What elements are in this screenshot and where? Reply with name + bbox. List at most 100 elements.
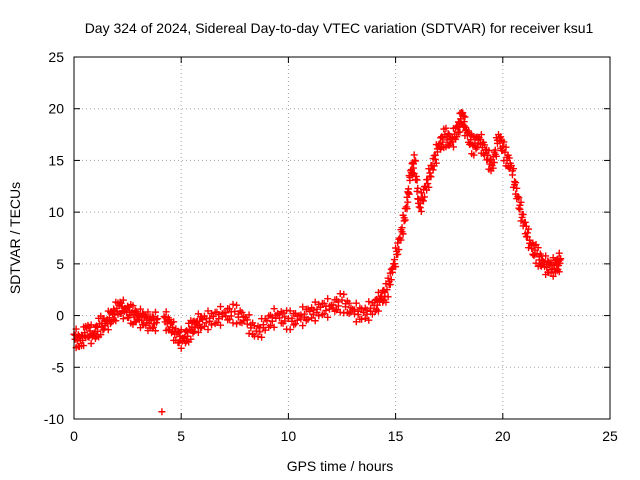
data-point-fill bbox=[480, 150, 488, 158]
data-point-fill bbox=[374, 307, 382, 315]
data-point-fill bbox=[259, 321, 267, 329]
data-point-fill bbox=[174, 327, 182, 335]
y-tick-label: 10 bbox=[48, 204, 64, 220]
data-point-fill bbox=[397, 236, 405, 244]
data-point-fill bbox=[268, 317, 276, 325]
data-point-fill bbox=[367, 304, 375, 312]
data-point-fill bbox=[222, 309, 230, 317]
data-point-fill bbox=[286, 307, 294, 315]
data-point-fill bbox=[427, 173, 435, 181]
data-point-fill bbox=[511, 178, 519, 186]
data-point-fill bbox=[313, 305, 321, 313]
data-point bbox=[209, 313, 217, 321]
data-point-fill bbox=[132, 307, 140, 315]
data-point-fill bbox=[229, 319, 237, 327]
data-point-fill bbox=[315, 312, 323, 320]
data-point-fill bbox=[492, 152, 500, 160]
data-point-fill bbox=[513, 184, 521, 192]
x-tick-label: 5 bbox=[177, 428, 185, 444]
data-point bbox=[402, 203, 410, 211]
data-point-fill bbox=[477, 131, 485, 139]
data-points bbox=[70, 109, 565, 416]
y-tick-label: -10 bbox=[44, 411, 64, 427]
data-point-fill bbox=[299, 322, 307, 330]
data-point-fill bbox=[505, 154, 513, 162]
data-point-fill bbox=[525, 225, 533, 233]
data-point-fill bbox=[245, 311, 253, 319]
data-point-fill bbox=[510, 165, 518, 173]
data-point-fill bbox=[352, 299, 360, 307]
data-point-fill bbox=[500, 138, 508, 146]
data-point-fill bbox=[382, 298, 390, 306]
data-point-fill bbox=[521, 218, 529, 226]
data-point-fill bbox=[384, 293, 392, 301]
data-point-fill bbox=[453, 133, 461, 141]
data-point-fill bbox=[202, 319, 210, 327]
data-point-fill bbox=[227, 312, 235, 320]
data-point-fill bbox=[512, 179, 520, 187]
data-point-fill bbox=[144, 308, 152, 316]
data-point-fill bbox=[129, 302, 137, 310]
data-point-fill bbox=[404, 198, 412, 206]
data-point-fill bbox=[299, 303, 307, 311]
data-point-fill bbox=[245, 329, 253, 337]
x-tick-label: 20 bbox=[495, 428, 511, 444]
data-point-fill bbox=[405, 190, 413, 198]
data-point-fill bbox=[213, 318, 221, 326]
data-point-fill bbox=[217, 303, 225, 311]
data-point-fill bbox=[516, 205, 524, 213]
data-point-fill bbox=[238, 308, 246, 316]
y-axis-label: SDTVAR / TECUs bbox=[7, 182, 23, 294]
data-point-fill bbox=[464, 127, 472, 135]
data-point-fill bbox=[395, 246, 403, 254]
data-point-fill bbox=[486, 157, 494, 165]
data-point-fill bbox=[80, 342, 88, 350]
data-point-fill bbox=[288, 314, 296, 322]
data-point-fill bbox=[97, 331, 105, 339]
data-point-fill bbox=[409, 164, 417, 172]
data-point-fill bbox=[414, 184, 422, 192]
data-point-fill bbox=[153, 316, 161, 324]
data-point-fill bbox=[403, 205, 411, 213]
data-point-fill bbox=[256, 328, 264, 336]
data-point bbox=[158, 408, 166, 416]
data-point-fill bbox=[308, 314, 316, 322]
y-tick-label: 15 bbox=[48, 152, 64, 168]
y-tick-label: -5 bbox=[52, 359, 65, 375]
axis-ticks bbox=[73, 56, 611, 420]
data-point-fill bbox=[426, 169, 434, 177]
data-point-fill bbox=[456, 128, 464, 136]
data-point-fill bbox=[300, 310, 308, 318]
data-point-fill bbox=[404, 189, 412, 197]
data-point-fill bbox=[549, 272, 557, 280]
data-point-fill bbox=[217, 321, 225, 329]
data-point-fill bbox=[365, 298, 373, 306]
data-point-fill bbox=[177, 326, 185, 334]
data-point-fill bbox=[136, 305, 144, 313]
data-point-fill bbox=[87, 339, 95, 347]
data-point-fill bbox=[333, 306, 341, 314]
data-point-fill bbox=[386, 281, 394, 289]
data-point bbox=[147, 317, 155, 325]
data-point-fill bbox=[87, 321, 95, 329]
data-point-fill bbox=[190, 327, 198, 335]
data-point-fill bbox=[324, 295, 332, 303]
plot-frame bbox=[73, 56, 611, 420]
data-point-fill bbox=[489, 164, 497, 172]
data-point-fill bbox=[460, 122, 468, 130]
data-point-fill bbox=[194, 328, 202, 336]
data-point-fill bbox=[297, 315, 305, 323]
data-point-fill bbox=[258, 333, 266, 341]
data-point bbox=[306, 307, 314, 315]
data-point-fill bbox=[421, 193, 429, 201]
data-point-fill bbox=[215, 315, 223, 323]
data-point bbox=[383, 286, 391, 294]
data-point-fill bbox=[534, 244, 542, 252]
data-point-fill bbox=[508, 171, 516, 179]
data-point bbox=[501, 148, 509, 156]
y-tick-label: 5 bbox=[56, 256, 64, 272]
data-point-fill bbox=[431, 155, 439, 163]
data-point-fill bbox=[334, 302, 342, 310]
data-point-fill bbox=[293, 316, 301, 324]
data-point-fill bbox=[162, 308, 170, 316]
